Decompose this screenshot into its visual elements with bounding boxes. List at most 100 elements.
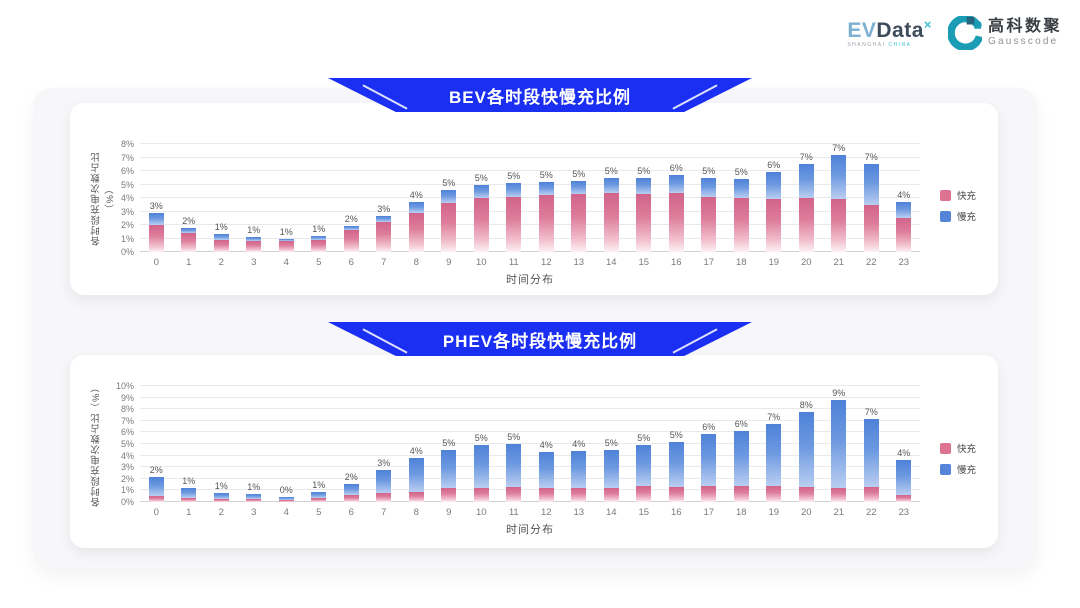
stacked-bar bbox=[701, 433, 717, 502]
fast-charge-segment bbox=[246, 240, 262, 252]
bar-column: 5% 11 bbox=[498, 386, 531, 518]
stacked-bar bbox=[668, 175, 684, 252]
slow-charge-segment bbox=[311, 492, 327, 498]
bar-column: 1% 3 bbox=[238, 386, 271, 518]
fast-charge-segment bbox=[603, 192, 619, 252]
fast-charge-segment bbox=[278, 499, 294, 502]
bev-chart-panel: 各时段充电次数占比（%） 0% 1% 2% 3% 4% 5% 6% 7% 8% 3% 0 2% 1 1%… bbox=[70, 103, 998, 295]
slow-charge-segment bbox=[311, 236, 327, 240]
fast-charge-segment bbox=[831, 488, 847, 502]
evdata-x-icon: × bbox=[923, 17, 932, 32]
bar-total-label: 7% bbox=[767, 412, 781, 423]
fast-charge-label: 快充 bbox=[957, 444, 977, 455]
slow-charge-segment bbox=[798, 411, 814, 487]
slow-charge-segment bbox=[408, 458, 424, 492]
legend-item-fast[interactable]: 快充 bbox=[940, 441, 976, 455]
bar-column: 1% 2 bbox=[205, 144, 238, 268]
stacked-bar bbox=[148, 476, 164, 502]
slow-charge-label: 慢充 bbox=[957, 212, 977, 223]
bar-total-label: 4% bbox=[409, 190, 423, 201]
bar-column: 0% 4 bbox=[270, 386, 303, 518]
bar-column: 4% 23 bbox=[888, 386, 921, 518]
stacked-bar bbox=[831, 154, 847, 252]
y-tick-label: 7% bbox=[120, 152, 134, 163]
slow-charge-segment bbox=[603, 449, 619, 489]
gausscode-text: 高科数聚 Gausscode bbox=[988, 19, 1062, 47]
bar-total-label: 7% bbox=[864, 406, 878, 417]
x-tick-label: 7 bbox=[381, 257, 387, 268]
fast-charge-segment bbox=[863, 486, 879, 502]
bar-column: 1% 2 bbox=[205, 386, 238, 518]
bar-total-label: 1% bbox=[247, 225, 261, 236]
bar-total-label: 1% bbox=[247, 482, 261, 493]
bev-plot-area: 3% 0 2% 1 1% 2 1% 3 1% 4 1% 5 2% 6 3% 7 4% 8 5% 9 5% 10 5% 11 5%… bbox=[140, 143, 921, 268]
stacked-bar bbox=[636, 445, 652, 502]
x-tick-label: 9 bbox=[446, 507, 452, 518]
bar-total-label: 7% bbox=[864, 152, 878, 163]
bar-total-label: 5% bbox=[669, 429, 683, 440]
stacked-bar bbox=[246, 494, 262, 502]
stacked-bar bbox=[181, 227, 197, 252]
stacked-bar bbox=[246, 237, 262, 252]
evdata-subtext: SHANGHAI CHINA bbox=[847, 43, 932, 48]
legend-item-fast[interactable]: 快充 bbox=[940, 188, 976, 202]
bar-total-label: 2% bbox=[344, 472, 358, 482]
slow-charge-segment bbox=[376, 215, 392, 223]
slow-charge-segment bbox=[863, 418, 879, 487]
bar-total-label: 1% bbox=[312, 480, 326, 491]
fast-charge-segment bbox=[408, 491, 424, 502]
stacked-bar bbox=[506, 183, 522, 252]
x-tick-label: 8 bbox=[413, 257, 419, 268]
bar-total-label: 1% bbox=[182, 476, 196, 487]
evdata-logo: EVData× SHANGHAI CHINA bbox=[847, 18, 932, 48]
bar-total-label: 6% bbox=[669, 163, 683, 174]
stacked-bar bbox=[181, 488, 197, 502]
stacked-bar bbox=[408, 458, 424, 502]
bev-x-axis-title: 时间分布 bbox=[506, 274, 554, 286]
bar-total-label: 5% bbox=[507, 171, 521, 182]
fast-charge-segment bbox=[278, 241, 294, 252]
bev-bars: 3% 0 2% 1 1% 2 1% 3 1% 4 1% 5 2% 6 3% 7 4% 8 5% 9 5% 10 5% 11 5%… bbox=[140, 143, 921, 268]
slow-charge-segment bbox=[213, 234, 229, 240]
bar-column: 6% 16 bbox=[660, 144, 693, 268]
gridline bbox=[140, 210, 920, 212]
fast-charge-segment bbox=[181, 233, 197, 252]
stacked-bar bbox=[473, 184, 489, 252]
phev-y-ticks: 0% 1% 2% 3% 4% 5% 6% 7% 8% 9% 10% bbox=[70, 381, 134, 507]
slow-charge-segment bbox=[571, 180, 587, 194]
bar-column: 1% 4 bbox=[270, 144, 303, 268]
stacked-bar bbox=[766, 424, 782, 502]
gridline bbox=[140, 197, 920, 198]
y-tick-label: 3% bbox=[120, 462, 134, 473]
bar-column: 4% 23 bbox=[888, 144, 921, 268]
stacked-bar bbox=[376, 215, 392, 252]
evdata-sub-shanghai: SHANGHAI bbox=[847, 42, 886, 48]
legend-item-slow[interactable]: 慢充 bbox=[940, 462, 976, 476]
fast-charge-segment bbox=[863, 204, 879, 252]
bar-total-label: 1% bbox=[279, 227, 293, 238]
bar-total-label: 5% bbox=[702, 165, 716, 176]
bar-total-label: 3% bbox=[377, 203, 391, 214]
x-tick-label: 20 bbox=[800, 507, 812, 518]
bar-total-label: 5% bbox=[474, 172, 488, 183]
x-tick-label: 6 bbox=[348, 257, 354, 268]
phev-title-banner: PHEV各时段快慢充比例 bbox=[328, 322, 752, 356]
x-tick-label: 10 bbox=[475, 257, 487, 268]
stacked-bar bbox=[148, 212, 164, 252]
bar-total-label: 4% bbox=[572, 439, 586, 450]
x-tick-label: 19 bbox=[768, 257, 780, 268]
x-tick-label: 7 bbox=[381, 507, 387, 518]
y-tick-label: 8% bbox=[120, 404, 134, 415]
slow-charge-segment bbox=[733, 431, 749, 486]
stacked-bar bbox=[896, 460, 912, 502]
slow-charge-segment bbox=[148, 476, 164, 497]
x-tick-label: 3 bbox=[251, 257, 257, 268]
x-tick-label: 1 bbox=[186, 257, 192, 268]
bar-column: 7% 22 bbox=[855, 386, 888, 518]
x-tick-label: 23 bbox=[898, 507, 910, 518]
x-tick-label: 15 bbox=[638, 257, 650, 268]
slow-charge-segment bbox=[246, 494, 262, 499]
slow-charge-segment bbox=[831, 399, 847, 489]
gridline bbox=[140, 408, 920, 410]
legend-item-slow[interactable]: 慢充 bbox=[940, 209, 976, 223]
